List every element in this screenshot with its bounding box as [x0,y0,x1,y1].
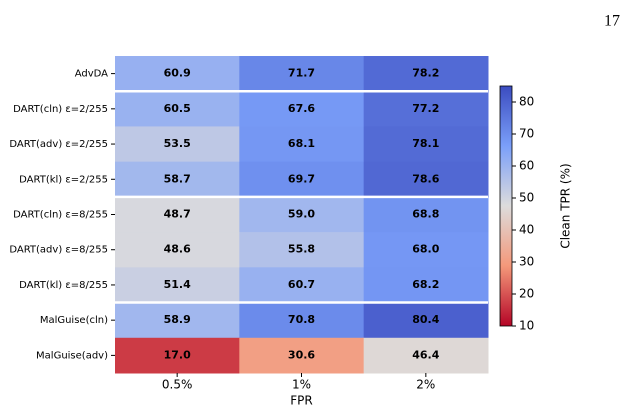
cell-value: 68.2 [412,278,439,291]
x-tick-label: 0.5% [162,378,193,392]
heatmap-cell [363,56,489,92]
cell-value: 68.0 [412,243,439,256]
colorbar [499,85,513,327]
cell-value: 55.8 [288,243,315,256]
y-tick-label: DART(kl) ε=8/255 [19,280,108,291]
heatmap-cell [363,232,489,268]
heatmap-cell [115,267,240,304]
heatmap-cell [363,161,489,198]
y-tick-label: DART(adv) ε=8/255 [9,245,108,256]
heatmap-cell [115,302,240,339]
colorbar-tick-label: 30 [519,255,534,269]
y-tick-label: DART(adv) ε=2/255 [9,139,108,150]
colorbar-tick-label: 20 [519,287,534,301]
cell-value: 71.7 [288,67,315,80]
colorbar-tick-label: 60 [519,159,534,173]
cell-value: 58.9 [164,313,191,326]
cell-value: 60.7 [288,278,315,291]
cell-value: 68.8 [412,208,439,221]
heatmap-cell [239,161,365,198]
y-tick-label: DART(cln) ε=2/255 [13,104,108,115]
cell-value: 58.7 [164,172,191,185]
heatmap-cell [363,302,489,339]
heatmap-cell [239,56,365,92]
heatmap-cell [363,91,489,127]
y-tick-label: MalGuise(cln) [40,315,108,326]
heatmap-cell [115,56,240,92]
heatmap-cell [115,232,240,268]
page-number: 17 [604,13,620,30]
x-tick-label: 2% [416,378,435,392]
heatmap-cell [115,126,240,163]
cell-value: 48.6 [164,243,191,256]
cell-value: 78.6 [412,172,439,185]
cell-value: 78.1 [412,137,439,150]
y-tick-label: DART(cln) ε=8/255 [13,210,108,221]
heatmap-cell [239,91,365,127]
heatmap-cell [363,337,489,374]
cell-value: 78.2 [412,67,439,80]
colorbar-tick-label: 10 [519,319,534,333]
cell-value: 60.5 [164,102,191,115]
heatmap-cell [239,232,365,268]
cell-value: 51.4 [164,278,191,291]
cell-value: 59.0 [288,208,315,221]
cell-value: 67.6 [288,102,315,115]
cell-value: 46.4 [412,348,439,361]
cell-value: 17.0 [164,348,191,361]
cell-value: 80.4 [412,313,439,326]
colorbar-tick-label: 40 [519,223,534,237]
y-tick-label: MalGuise(adv) [36,350,108,361]
heatmap-cell [363,126,489,163]
heatmap-cell [239,196,365,233]
heatmap-cell [239,267,365,304]
cell-value: 70.8 [288,313,315,326]
heatmap-cell [363,196,489,233]
cell-value: 30.6 [288,348,315,361]
colorbar-tick-label: 70 [519,127,534,141]
colorbar-label: Clean TPR (%) [559,163,573,248]
colorbar-tick-label: 50 [519,191,534,205]
heatmap-cell [115,161,240,198]
y-tick-label: AdvDA [75,69,108,80]
cell-value: 69.7 [288,172,315,185]
cell-value: 68.1 [288,137,315,150]
heatmap-cell [363,267,489,304]
x-axis-label: FPR [290,394,312,408]
cell-value: 60.9 [164,67,191,80]
colorbar-tick-label: 80 [519,95,534,109]
cell-value: 48.7 [164,208,191,221]
heatmap-cell [239,126,365,163]
heatmap-cell [115,196,240,233]
heatmap-cell [115,337,240,374]
y-tick-label: DART(kl) ε=2/255 [19,174,108,185]
heatmap-cell [115,91,240,127]
x-tick-label: 1% [292,378,311,392]
cell-value: 77.2 [412,102,439,115]
heatmap-cell [239,302,365,339]
heatmap-cell [239,337,365,374]
cell-value: 53.5 [164,137,191,150]
